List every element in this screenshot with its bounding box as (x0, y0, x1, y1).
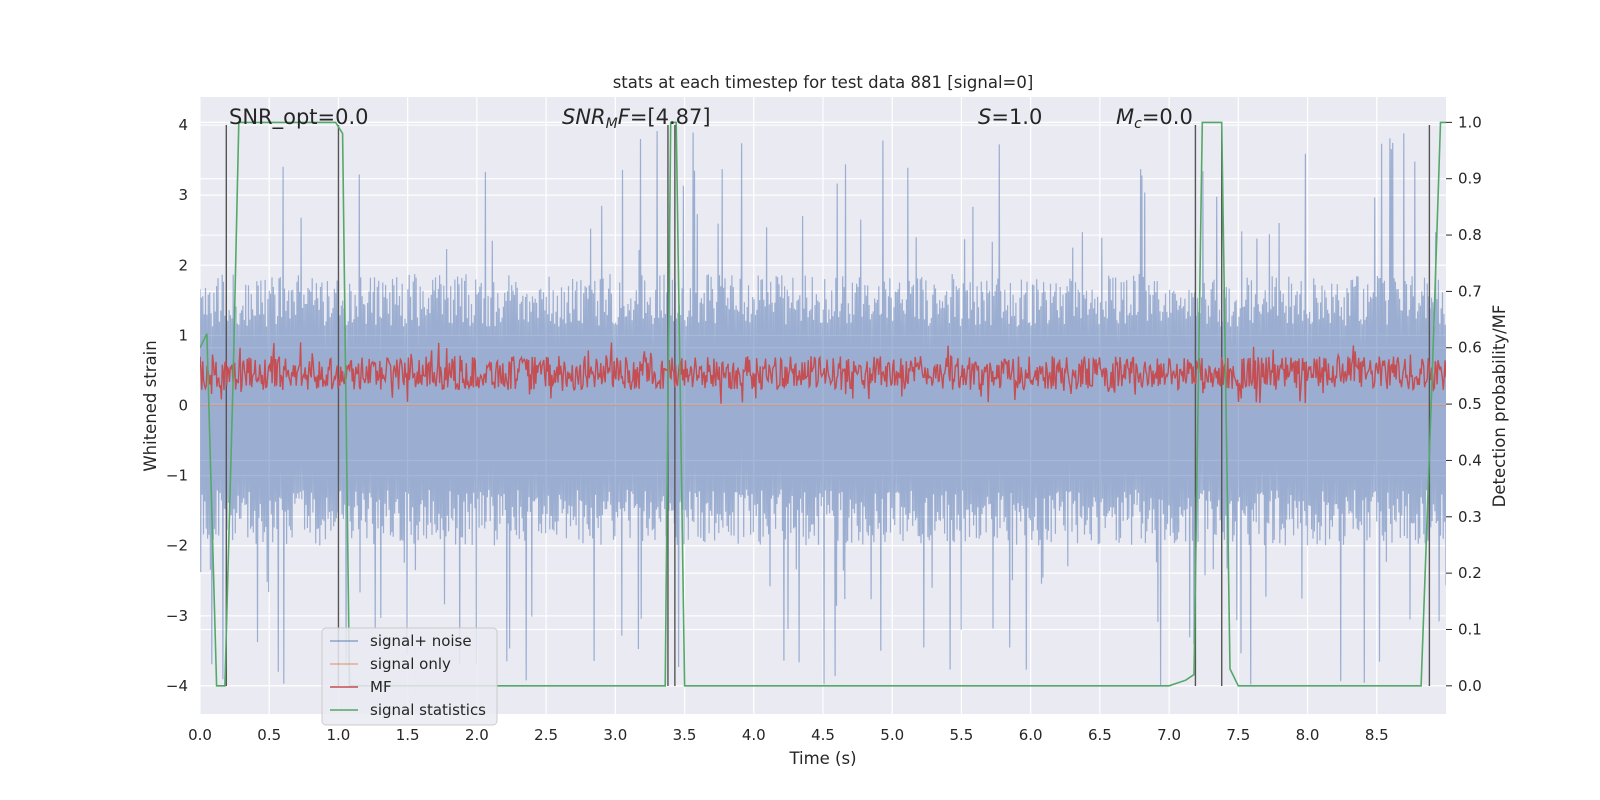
annotation-snr-mf: SNRMF=[4.87] (562, 105, 711, 132)
legend-label-mf: MF (370, 678, 392, 696)
y-left-tick-labels: 4 3 2 1 0 −1 −2 −3 −4 (166, 116, 188, 695)
annotation-s: S=1.0 (978, 105, 1042, 129)
legend-box (321, 627, 498, 726)
y-right-tick-label: 0.9 (1458, 170, 1482, 188)
y-right-tick-label: 0.2 (1458, 564, 1482, 582)
y-right-tick-label: 0.1 (1458, 620, 1482, 638)
x-tick-label: 7.0 (1157, 726, 1181, 744)
y-right-tick-label: 0.8 (1458, 226, 1482, 244)
x-tick-label: 2.0 (465, 726, 489, 744)
y-left-axis-label: Whitened strain (141, 340, 160, 471)
y-right-tick-label: 1.0 (1458, 113, 1482, 131)
series-signal-statistics-line (200, 121, 1446, 687)
series-signal-plus-noise-line (200, 131, 1446, 686)
y-right-tick-label: 0.5 (1458, 395, 1482, 413)
x-tick-label: 5.0 (880, 726, 904, 744)
y-right-tick-label: 0.4 (1458, 451, 1482, 469)
y-left-tick-label: 0 (178, 397, 188, 415)
series-mf-line (200, 342, 1446, 404)
y-right-tick-labels: 1.0 0.9 0.8 0.7 0.6 0.5 0.4 0.3 0.2 0.1 0.0 (1446, 113, 1482, 695)
x-tick-label: 7.5 (1226, 726, 1250, 744)
y-right-axis-label: Detection probability/MF (1490, 305, 1509, 508)
x-tick-label: 6.5 (1088, 726, 1112, 744)
x-tick-label: 0.0 (188, 726, 212, 744)
y-right-tick-label: 0.3 (1458, 508, 1482, 526)
x-tick-label: 3.5 (673, 726, 697, 744)
y-left-tick-label: −3 (166, 607, 188, 625)
x-tick-label: 0.5 (257, 726, 281, 744)
x-tick-label: 2.5 (534, 726, 558, 744)
chart-title: stats at each timestep for test data 881… (613, 73, 1034, 92)
y-right-tick-label: 0.0 (1458, 677, 1482, 695)
x-tick-label: 8.0 (1296, 726, 1320, 744)
y-right-tick-label: 0.7 (1458, 282, 1482, 300)
y-left-tick-label: 4 (178, 116, 188, 134)
x-tick-label: 4.5 (811, 726, 835, 744)
vertical-lines (225, 125, 1431, 686)
annotation-snr-opt: SNR_opt=0.0 (229, 105, 369, 130)
legend-label-signal-only: signal only (370, 655, 451, 673)
legend: signal+ noise signal only MF signal stat… (321, 627, 498, 726)
y-right-tick-label: 0.6 (1458, 339, 1482, 357)
y-left-tick-label: 3 (178, 186, 188, 204)
y-left-tick-label: −1 (166, 467, 188, 485)
legend-label-signal-statistics: signal statistics (370, 701, 486, 719)
x-tick-label: 5.5 (950, 726, 974, 744)
x-tick-label: 4.0 (742, 726, 766, 744)
x-tick-label: 1.0 (327, 726, 351, 744)
x-tick-label: 3.0 (603, 726, 627, 744)
x-tick-label: 8.5 (1365, 726, 1389, 744)
legend-label-signal-plus-noise: signal+ noise (370, 632, 472, 650)
x-tick-label: 1.5 (396, 726, 420, 744)
y-left-tick-label: −2 (166, 537, 188, 555)
y-left-tick-label: 2 (178, 256, 188, 274)
annotation-mc: Mc=0.0 (1116, 105, 1193, 132)
y-left-tick-label: 1 (178, 326, 188, 344)
x-tick-label: 6.0 (1019, 726, 1043, 744)
y-left-tick-label: −4 (166, 677, 188, 695)
x-axis-label: Time (s) (788, 749, 856, 768)
x-tick-labels: 0.0 0.5 1.0 1.5 2.0 2.5 3.0 3.5 4.0 4.5 5.0 5.5 6.0 6… (188, 726, 1389, 744)
